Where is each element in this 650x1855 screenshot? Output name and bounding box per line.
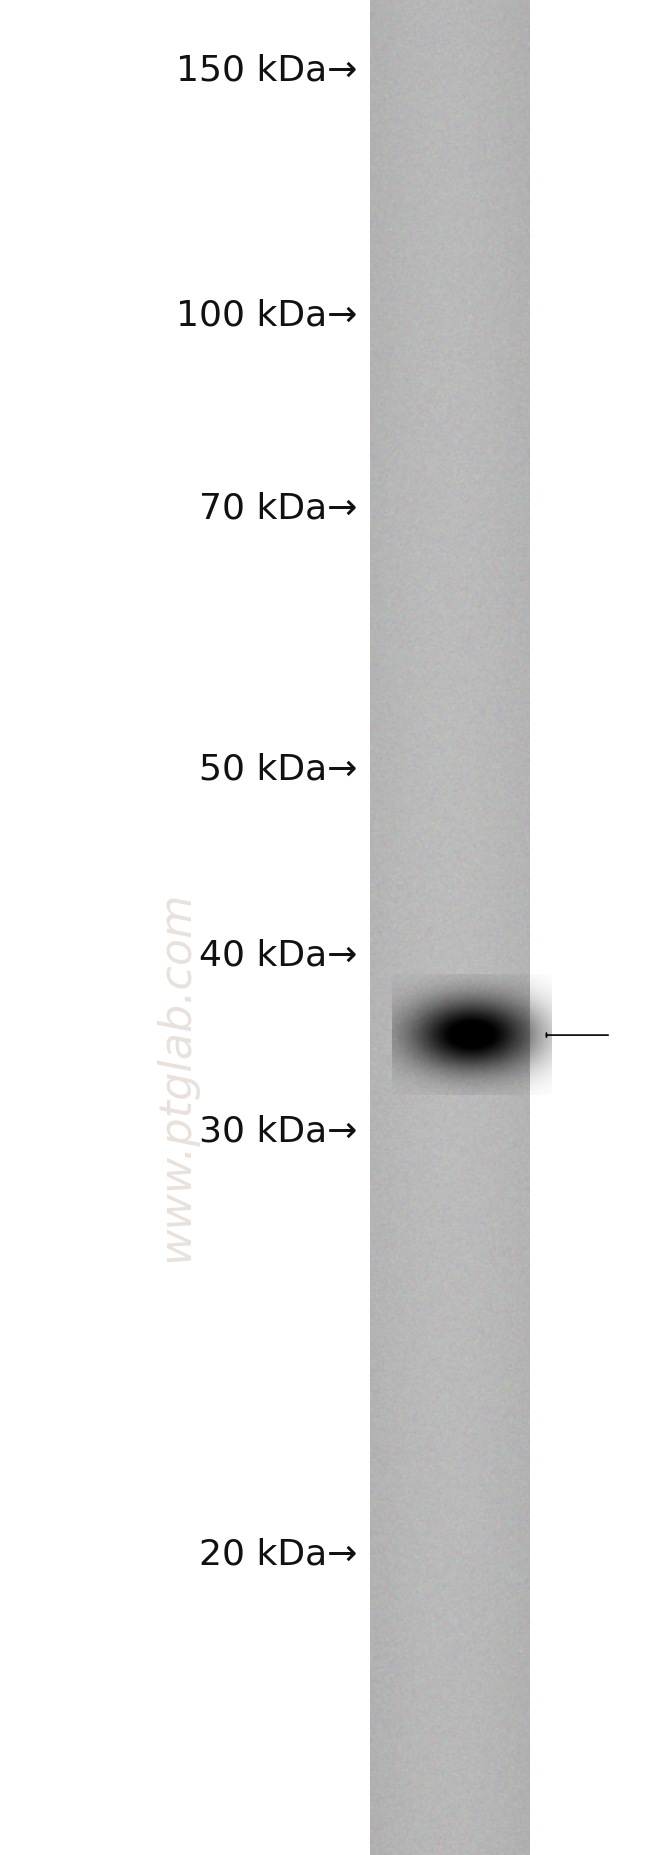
Text: 70 kDa→: 70 kDa→ <box>199 492 357 525</box>
Text: 100 kDa→: 100 kDa→ <box>176 299 357 332</box>
Text: 50 kDa→: 50 kDa→ <box>199 753 357 787</box>
Text: 30 kDa→: 30 kDa→ <box>199 1115 357 1148</box>
Text: 150 kDa→: 150 kDa→ <box>176 54 357 87</box>
Text: 20 kDa→: 20 kDa→ <box>199 1538 357 1571</box>
Text: 40 kDa→: 40 kDa→ <box>199 939 357 972</box>
Text: www.ptglab.com: www.ptglab.com <box>154 890 197 1261</box>
